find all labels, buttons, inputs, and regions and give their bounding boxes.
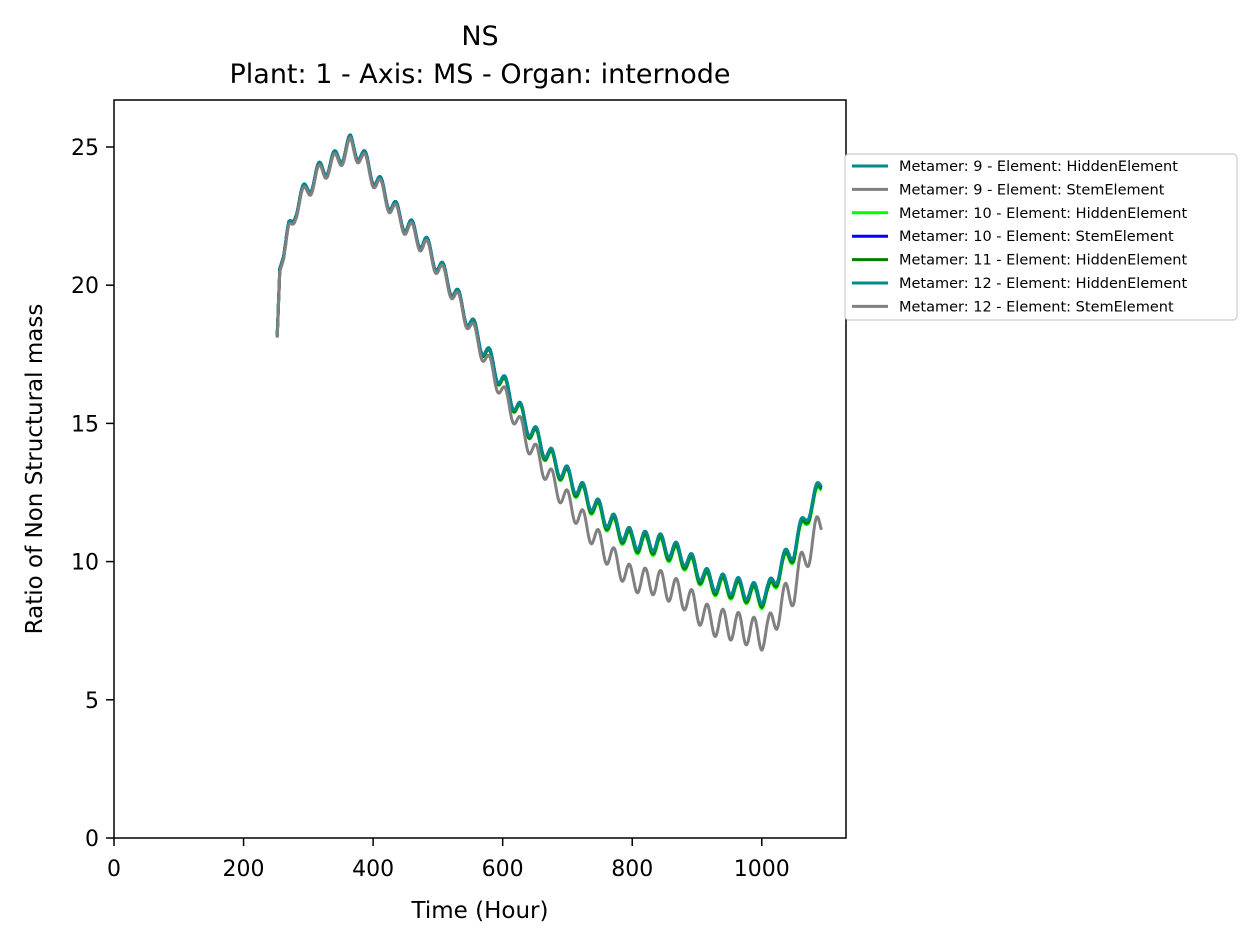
legend-label: Metamer: 12 - Element: HiddenElement [899, 276, 1187, 292]
x-tick-label: 200 [223, 857, 265, 882]
x-tick-label: 600 [482, 857, 524, 882]
y-tick-label: 15 [71, 412, 99, 437]
legend-label: Metamer: 11 - Element: HiddenElement [899, 253, 1187, 269]
legend-label: Metamer: 12 - Element: StemElement [899, 299, 1174, 315]
legend-label: Metamer: 9 - Element: HiddenElement [899, 159, 1178, 175]
series-line-5 [275, 134, 823, 609]
chart-subtitle: Plant: 1 - Axis: MS - Organ: internode [229, 59, 730, 90]
x-axis-label: Time (Hour) [411, 898, 549, 924]
series-line-4 [275, 133, 823, 608]
y-tick-label: 25 [71, 136, 99, 161]
legend-label: Metamer: 10 - Element: StemElement [899, 229, 1174, 245]
y-axis: 0 5 10 15 20 25 [71, 136, 114, 852]
plot-frame [113, 99, 847, 839]
x-tick-label: 1000 [734, 857, 790, 882]
series-line-1 [275, 133, 823, 606]
chart-title: NS [461, 21, 498, 52]
x-tick-label: 0 [107, 857, 121, 882]
legend: Metamer: 9 - Element: HiddenElement Metam… [844, 153, 1238, 321]
y-tick-label: 0 [85, 827, 99, 852]
y-tick-label: 10 [71, 551, 99, 576]
x-tick-label: 400 [352, 857, 394, 882]
series-line-6 [275, 133, 823, 606]
legend-label: Metamer: 9 - Element: StemElement [899, 182, 1165, 198]
y-axis-label: Ratio of Non Structural mass [22, 304, 48, 635]
legend-frame [844, 153, 1238, 321]
x-tick-label: 800 [611, 857, 653, 882]
y-tick-label: 20 [71, 274, 99, 299]
y-tick-label: 5 [85, 689, 99, 714]
plot-area [113, 99, 847, 839]
series-line-3 [275, 134, 823, 611]
series-line-2 [275, 133, 823, 606]
legend-label: Metamer: 10 - Element: HiddenElement [899, 206, 1187, 222]
x-axis: 0 200 400 600 800 1000 [107, 838, 790, 882]
series-line-7 [275, 136, 823, 652]
